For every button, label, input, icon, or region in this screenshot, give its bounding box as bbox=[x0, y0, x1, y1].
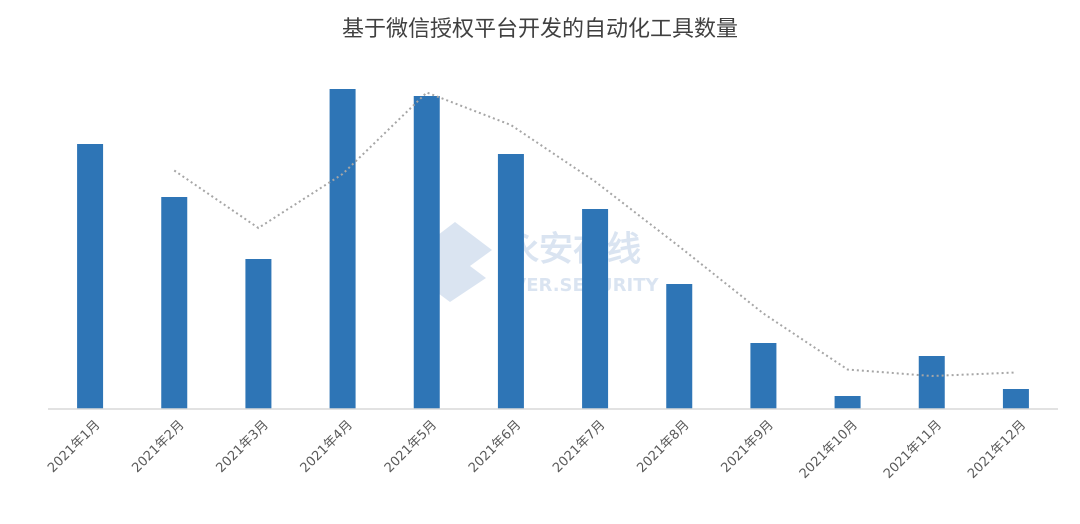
watermark: 永安在线 EVER.SECURITY bbox=[415, 222, 659, 302]
bar bbox=[77, 144, 104, 409]
bar bbox=[666, 284, 693, 409]
x-tick-label: 2021年2月 bbox=[129, 418, 187, 476]
x-tick-label: 2021年1月 bbox=[45, 418, 103, 476]
x-tick-label: 2021年10月 bbox=[797, 418, 861, 482]
bar bbox=[918, 356, 945, 409]
x-tick-label: 2021年3月 bbox=[213, 418, 271, 476]
x-tick-label: 2021年12月 bbox=[965, 418, 1029, 482]
bar bbox=[329, 89, 356, 409]
x-tick-label: 2021年5月 bbox=[382, 418, 440, 476]
x-tick-label: 2021年9月 bbox=[718, 418, 776, 476]
bar bbox=[1002, 389, 1029, 409]
watermark-subtitle: EVER.SECURITY bbox=[500, 275, 659, 296]
bar bbox=[750, 343, 777, 409]
chart-title: 基于微信授权平台开发的自动化工具数量 bbox=[342, 17, 738, 42]
x-tick-label: 2021年6月 bbox=[466, 418, 524, 476]
x-tick-label: 2021年8月 bbox=[634, 418, 692, 476]
bar bbox=[161, 197, 188, 409]
bar bbox=[582, 209, 609, 409]
bar bbox=[834, 396, 861, 409]
x-tick-label: 2021年11月 bbox=[881, 418, 945, 482]
x-tick-label: 2021年4月 bbox=[298, 418, 356, 476]
trend-line bbox=[173, 91, 1016, 378]
bar bbox=[497, 154, 524, 409]
watermark-name: 永安在线 bbox=[505, 230, 641, 270]
bar bbox=[413, 96, 440, 409]
x-tick-label: 2021年7月 bbox=[550, 418, 608, 476]
bar bbox=[245, 259, 272, 409]
